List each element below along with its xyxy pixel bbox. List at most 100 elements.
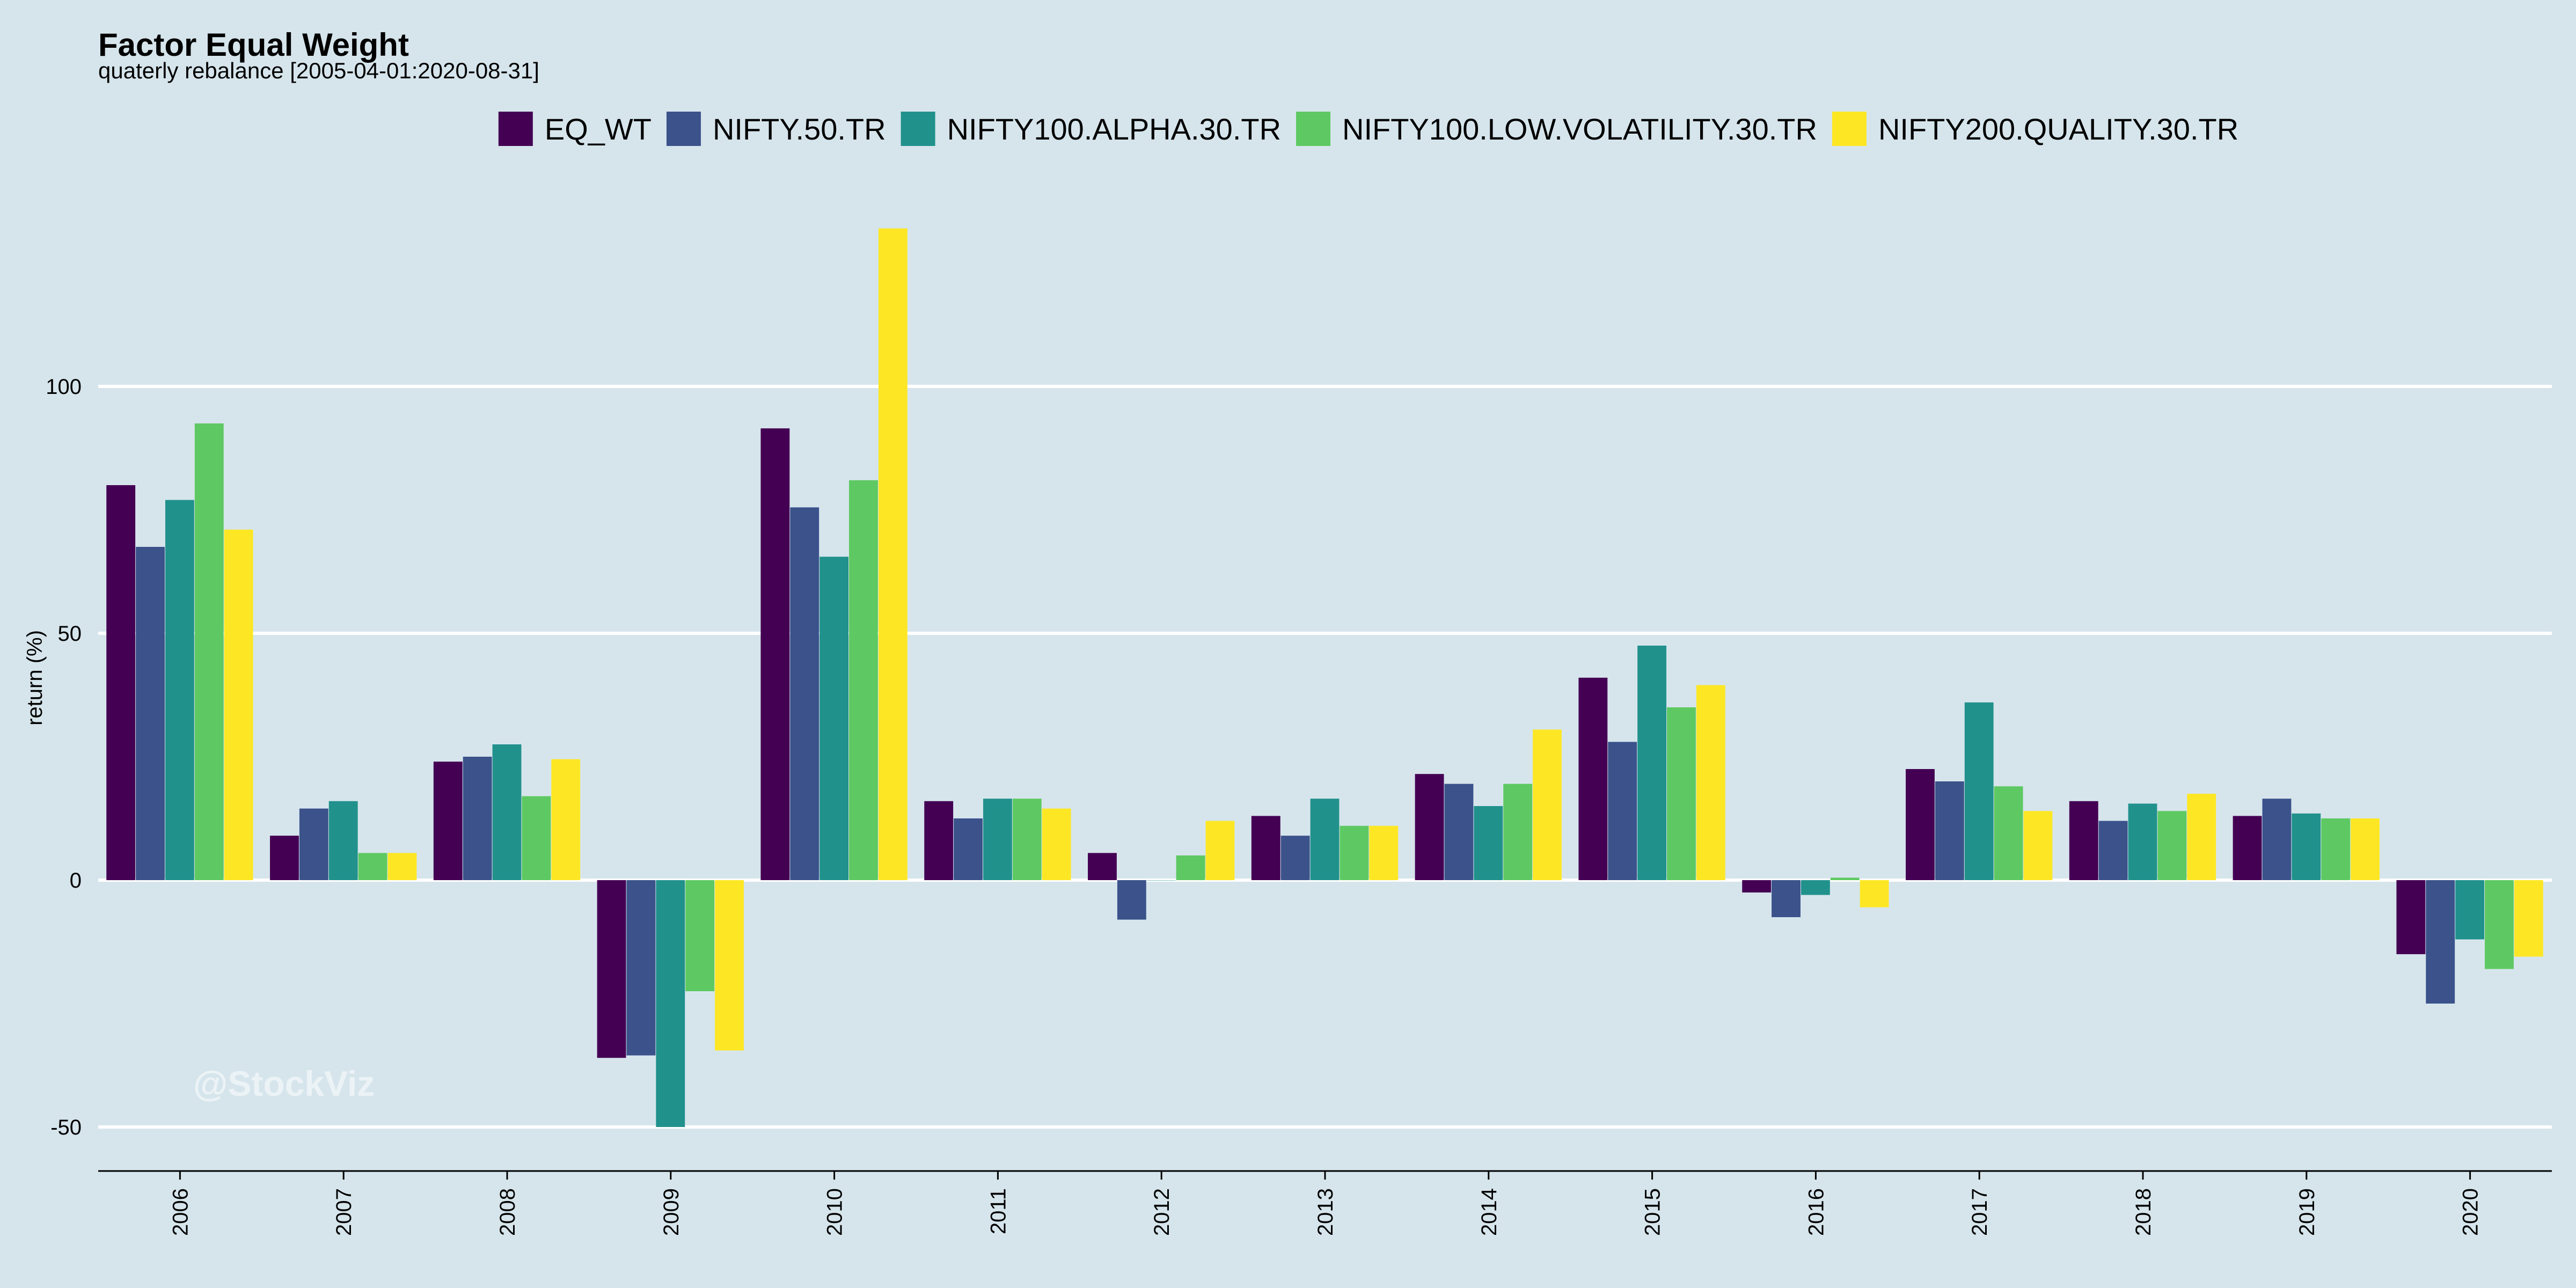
bar-nifty100-low-volatility-30-tr-2020 [2485, 880, 2514, 969]
x-tick-label: 2013 [1314, 1188, 1337, 1236]
bar-eq-wt-2008 [433, 762, 463, 880]
bar-nifty-50-tr-2019 [2262, 799, 2292, 880]
bar-nifty100-low-volatility-30-tr-2012 [1176, 855, 1205, 880]
bar-nifty100-low-volatility-30-tr-2009 [685, 880, 715, 991]
bar-nifty200-quality-30-tr-2016 [1860, 880, 1889, 908]
legend-swatch [666, 112, 701, 146]
x-tick-label: 2007 [332, 1188, 356, 1236]
bar-eq-wt-2012 [1088, 853, 1117, 880]
y-tick-label: -50 [50, 1116, 82, 1139]
bar-nifty-50-tr-2020 [2426, 880, 2455, 1004]
bar-nifty100-low-volatility-30-tr-2008 [522, 796, 551, 880]
bar-eq-wt-2015 [1578, 677, 1608, 880]
bar-nifty-50-tr-2016 [1772, 880, 1801, 917]
bar-nifty-50-tr-2017 [1935, 781, 1964, 880]
bar-nifty100-low-volatility-30-tr-2018 [2157, 811, 2187, 880]
legend-item: NIFTY100.LOW.VOLATILITY.30.TR [1296, 112, 1817, 146]
bars [106, 228, 2543, 1127]
legend-swatch [901, 112, 935, 146]
chart-title: Factor Equal Weight [98, 27, 409, 63]
bar-nifty200-quality-30-tr-2006 [224, 529, 253, 880]
bar-nifty100-alpha-30-tr-2017 [1964, 702, 1994, 880]
bar-nifty200-quality-30-tr-2020 [2514, 880, 2543, 957]
x-tick-label: 2008 [496, 1188, 519, 1236]
bar-nifty200-quality-30-tr-2018 [2187, 794, 2216, 880]
bar-nifty200-quality-30-tr-2019 [2351, 818, 2380, 880]
x-tick-label: 2016 [1804, 1188, 1828, 1236]
x-tick-label: 2015 [1641, 1188, 1665, 1236]
legend-swatch [1296, 112, 1331, 146]
bar-nifty100-low-volatility-30-tr-2015 [1667, 707, 1696, 880]
bar-nifty100-low-volatility-30-tr-2010 [849, 480, 878, 880]
bar-eq-wt-2019 [2233, 816, 2262, 880]
x-tick-label: 2012 [1150, 1188, 1174, 1236]
bar-eq-wt-2010 [760, 428, 790, 880]
bar-nifty200-quality-30-tr-2011 [1042, 808, 1071, 880]
bar-nifty100-alpha-30-tr-2013 [1310, 799, 1340, 880]
bar-eq-wt-2009 [597, 880, 626, 1058]
bar-nifty-50-tr-2007 [299, 808, 328, 880]
bar-nifty100-alpha-30-tr-2015 [1637, 646, 1667, 880]
bar-eq-wt-2014 [1415, 774, 1444, 880]
x-tick-label: 2010 [823, 1188, 847, 1236]
legend-label: NIFTY100.LOW.VOLATILITY.30.TR [1342, 112, 1817, 146]
bar-nifty200-quality-30-tr-2008 [551, 759, 581, 880]
bar-nifty-50-tr-2013 [1280, 836, 1310, 880]
legend-label: NIFTY100.ALPHA.30.TR [947, 112, 1281, 146]
y-tick-label: 50 [58, 622, 82, 646]
bar-nifty100-low-volatility-30-tr-2013 [1340, 825, 1369, 880]
bar-nifty100-low-volatility-30-tr-2006 [194, 423, 224, 880]
bar-nifty100-low-volatility-30-tr-2017 [1994, 786, 2023, 880]
legend-item: NIFTY.50.TR [666, 112, 886, 146]
x-tick-label: 2018 [2132, 1188, 2155, 1236]
x-tick-label: 2006 [169, 1188, 192, 1236]
bar-nifty-50-tr-2009 [626, 880, 656, 1056]
bar-nifty100-low-volatility-30-tr-2007 [358, 853, 387, 880]
bar-eq-wt-2018 [2069, 801, 2098, 880]
bar-nifty100-low-volatility-30-tr-2019 [2321, 818, 2351, 880]
legend-item: NIFTY100.ALPHA.30.TR [901, 112, 1281, 146]
legend-label: NIFTY200.QUALITY.30.TR [1878, 112, 2238, 146]
bar-nifty-50-tr-2012 [1117, 880, 1146, 920]
y-tick-label: 0 [70, 869, 82, 892]
legend-item: EQ_WT [498, 112, 652, 146]
bar-nifty100-low-volatility-30-tr-2014 [1503, 784, 1533, 880]
legend-label: EQ_WT [545, 112, 652, 146]
bar-nifty-50-tr-2018 [2098, 821, 2128, 880]
bar-nifty200-quality-30-tr-2009 [715, 880, 744, 1051]
bar-nifty-50-tr-2015 [1608, 742, 1637, 880]
bar-eq-wt-2013 [1251, 816, 1280, 880]
bar-nifty-50-tr-2010 [790, 507, 819, 880]
bar-nifty100-alpha-30-tr-2019 [2292, 813, 2321, 880]
bar-nifty100-alpha-30-tr-2008 [492, 744, 522, 880]
bar-eq-wt-2017 [1906, 769, 1935, 880]
y-tick-label: 100 [46, 375, 82, 399]
x-tick-label: 2017 [1968, 1188, 1992, 1236]
legend-swatch [1832, 112, 1867, 146]
bar-nifty100-alpha-30-tr-2011 [983, 799, 1012, 880]
bar-eq-wt-2006 [106, 485, 136, 880]
bar-eq-wt-2016 [1742, 880, 1772, 892]
bar-nifty200-quality-30-tr-2012 [1205, 821, 1235, 880]
bar-nifty100-alpha-30-tr-2016 [1801, 880, 1830, 895]
bar-nifty100-low-volatility-30-tr-2011 [1012, 799, 1042, 880]
x-tick-label: 2019 [2295, 1188, 2319, 1236]
bar-nifty200-quality-30-tr-2013 [1369, 825, 1399, 880]
x-tick-label: 2014 [1477, 1188, 1501, 1236]
bar-nifty-50-tr-2008 [463, 757, 492, 880]
bar-nifty200-quality-30-tr-2014 [1533, 729, 1562, 880]
bar-nifty200-quality-30-tr-2010 [878, 228, 908, 881]
bar-nifty100-low-volatility-30-tr-2016 [1830, 877, 1860, 880]
bar-eq-wt-2020 [2396, 880, 2426, 954]
bar-nifty100-alpha-30-tr-2012 [1146, 880, 1176, 881]
legend-label: NIFTY.50.TR [713, 112, 886, 146]
bar-nifty100-alpha-30-tr-2010 [819, 557, 849, 880]
bar-nifty100-alpha-30-tr-2014 [1474, 806, 1503, 880]
x-axis-ticks: 2006 2007 2008 2009 2010 2011 2012 2013 2014 2015… [169, 1171, 2483, 1236]
legend: EQ_WT NIFTY.50.TR NIFTY100.ALPHA.30.TR NIFT… [498, 112, 2238, 146]
bar-nifty-50-tr-2006 [136, 547, 165, 880]
y-axis-ticks: -50 0 50 100 [46, 375, 82, 1139]
x-tick-label: 2020 [2459, 1188, 2483, 1236]
